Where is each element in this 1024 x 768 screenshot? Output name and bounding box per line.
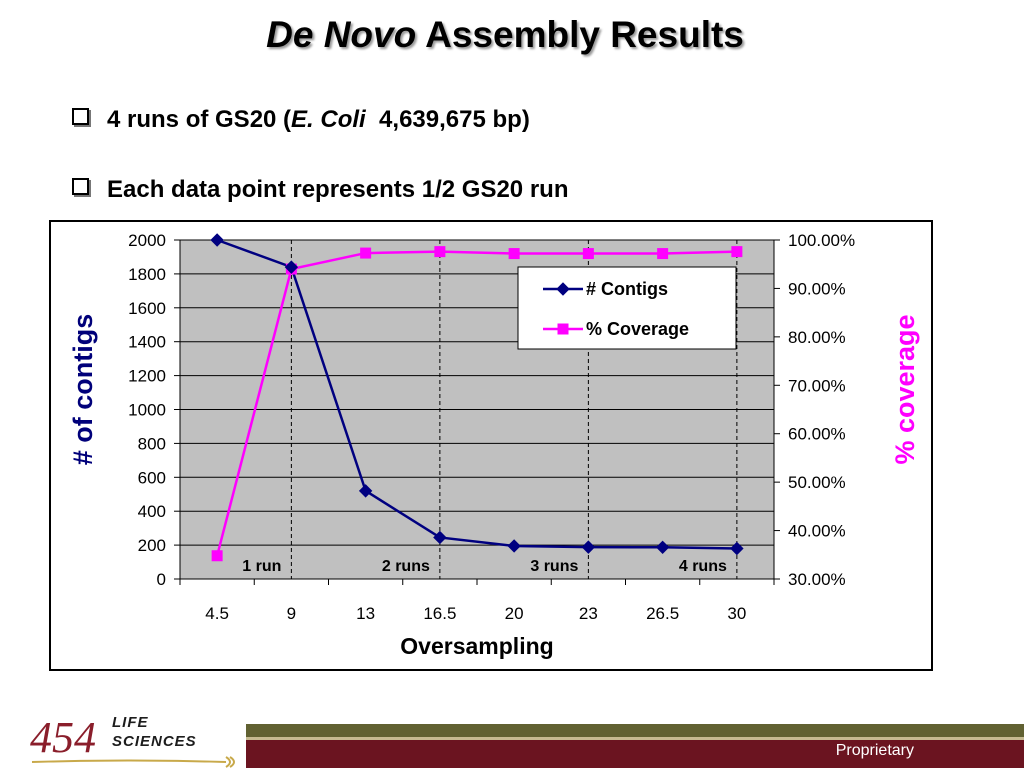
left-tick-label: 200 bbox=[138, 536, 166, 555]
left-tick-label: 1600 bbox=[128, 299, 166, 318]
right-tick-label: 70.00% bbox=[788, 376, 846, 395]
bullet-runs-text-b: 4,639,675 bp) bbox=[365, 106, 530, 133]
bullet-runs-text-a: 4 runs of GS20 ( bbox=[107, 106, 292, 133]
coverage-point bbox=[582, 248, 594, 260]
checkbox-bullet-icon bbox=[72, 178, 89, 195]
left-tick-label: 600 bbox=[138, 468, 166, 487]
legend-box bbox=[517, 266, 737, 350]
run-label: 3 runs bbox=[530, 558, 578, 575]
bullet-data-point-text: Each data point represents 1/2 GS20 run bbox=[107, 176, 569, 203]
left-tick-label: 0 bbox=[157, 570, 166, 589]
logo-number: 454 bbox=[30, 713, 96, 762]
checkbox-bullet-icon bbox=[72, 108, 89, 125]
left-axis-title: # of contigs bbox=[68, 314, 98, 466]
legend-label: # Contigs bbox=[586, 279, 668, 299]
run-label: 4 runs bbox=[679, 558, 727, 575]
chart-frame: 1 run 2 runs 3 runs 4 runs 0 200 400 600 800 1000… bbox=[49, 220, 933, 671]
logo-swoosh-icon bbox=[31, 756, 235, 768]
footer-bar-maroon bbox=[246, 740, 1024, 768]
slide-title: De Novo Assembly Results bbox=[0, 14, 1010, 56]
company-logo: 454 LIFE SCIENCES bbox=[30, 712, 240, 768]
proprietary-label: Proprietary bbox=[835, 742, 914, 759]
slide-title-italic: De Novo bbox=[266, 14, 417, 55]
footer-bar-tan bbox=[246, 737, 1024, 740]
right-tick-label: 40.00% bbox=[788, 522, 846, 541]
right-tick-label: 30.00% bbox=[788, 570, 846, 589]
right-tick-label: 80.00% bbox=[788, 328, 846, 347]
coverage-point bbox=[657, 248, 669, 260]
contigs-point bbox=[284, 260, 299, 274]
x-tick-label: 30 bbox=[727, 604, 746, 623]
left-tick-label: 1800 bbox=[128, 265, 166, 284]
contigs-point bbox=[210, 233, 224, 247]
x-tick-label: 26.5 bbox=[646, 604, 679, 623]
x-tick-label: 13 bbox=[356, 604, 375, 623]
contigs-series-line bbox=[216, 238, 737, 550]
dual-axis-line-chart: 1 run 2 runs 3 runs 4 runs 0 200 400 600 800 1000… bbox=[68, 231, 920, 659]
coverage-point bbox=[731, 246, 743, 258]
right-tick-label: 100.00% bbox=[788, 231, 855, 250]
bullet-runs-organism: E. Coli bbox=[291, 106, 366, 133]
coverage-point bbox=[508, 248, 520, 260]
x-tick-label: 16.5 bbox=[423, 604, 456, 623]
contigs-point bbox=[730, 541, 744, 556]
x-tick-label: 20 bbox=[505, 604, 524, 623]
footer-bar-green bbox=[246, 724, 1024, 737]
bullet-runs: 4 runs of GS20 (E. Coli 4,639,675 bp) bbox=[72, 106, 530, 134]
logo-word-life: LIFE bbox=[112, 714, 149, 731]
contigs-point bbox=[581, 540, 596, 554]
coverage-point bbox=[434, 246, 446, 258]
coverage-point bbox=[211, 550, 223, 562]
legend-square-icon bbox=[557, 323, 569, 335]
x-tick-label: 4.5 bbox=[205, 604, 229, 623]
bullet-data-point: Each data point represents 1/2 GS20 run bbox=[72, 176, 568, 204]
run-label: 1 run bbox=[242, 558, 281, 575]
coverage-point bbox=[360, 247, 372, 259]
legend-diamond-icon bbox=[556, 282, 570, 296]
x-tick-label: 9 bbox=[287, 604, 296, 623]
left-tick-label: 800 bbox=[138, 434, 166, 453]
right-tick-label: 90.00% bbox=[788, 279, 846, 298]
contigs-point bbox=[507, 539, 521, 553]
x-axis-title: Oversampling bbox=[400, 633, 553, 659]
right-axis-title: % coverage bbox=[890, 314, 920, 464]
contigs-point bbox=[358, 484, 373, 498]
left-tick-label: 1200 bbox=[128, 367, 166, 386]
run-label: 2 runs bbox=[382, 558, 430, 575]
legend-label: % Coverage bbox=[586, 319, 689, 339]
coverage-series-line bbox=[215, 250, 737, 557]
slide-title-rest: Assembly Results bbox=[425, 14, 744, 55]
left-tick-label: 2000 bbox=[128, 231, 166, 250]
contigs-point bbox=[433, 530, 447, 545]
logo-word-sciences: SCIENCES bbox=[112, 733, 197, 750]
left-tick-label: 400 bbox=[138, 502, 166, 521]
right-tick-label: 60.00% bbox=[788, 425, 846, 444]
left-tick-label: 1000 bbox=[128, 401, 166, 420]
x-tick-label: 23 bbox=[579, 604, 598, 623]
contigs-point bbox=[655, 540, 670, 555]
right-tick-label: 50.00% bbox=[788, 473, 846, 492]
left-tick-label: 1400 bbox=[128, 333, 166, 352]
